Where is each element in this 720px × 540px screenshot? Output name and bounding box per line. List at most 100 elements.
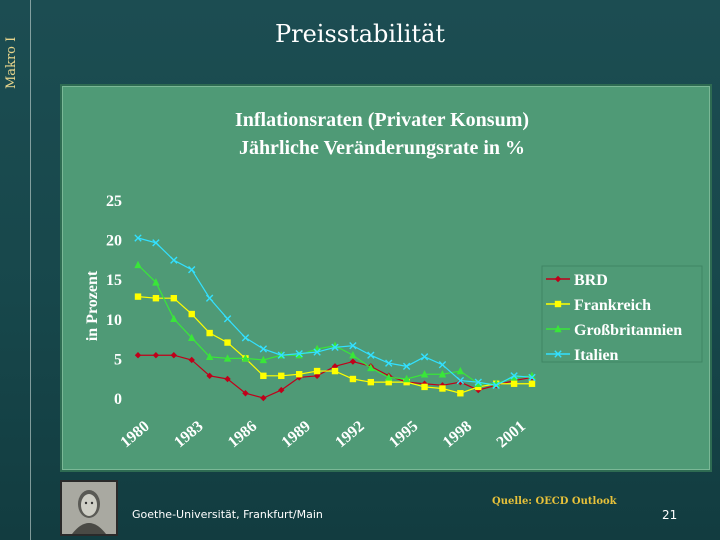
data-point xyxy=(205,294,214,302)
data-point xyxy=(492,381,500,390)
data-point xyxy=(457,390,464,397)
data-point xyxy=(223,315,232,323)
data-point xyxy=(510,372,518,380)
series-italien xyxy=(134,234,536,390)
data-point xyxy=(367,363,375,372)
side-rule xyxy=(30,0,31,540)
legend-item: Frankreich xyxy=(546,297,651,314)
data-point xyxy=(152,352,160,359)
legend-label: Großbritannien xyxy=(574,322,682,339)
x-tick-label: 1995 xyxy=(386,418,421,452)
data-point xyxy=(188,333,196,342)
data-point xyxy=(421,383,428,391)
data-point xyxy=(295,351,303,359)
data-point xyxy=(554,350,562,358)
data-point xyxy=(241,334,250,342)
y-tick-label: 10 xyxy=(106,312,122,329)
data-point xyxy=(170,256,178,264)
data-point xyxy=(188,266,196,274)
y-tick-label: 20 xyxy=(106,233,122,250)
data-point xyxy=(134,293,142,300)
footer-university: Goethe-Universität, Frankfurt/Main xyxy=(132,508,323,521)
data-point xyxy=(385,359,393,367)
source-note: Quelle: OECD Outlook xyxy=(492,496,617,507)
legend-box xyxy=(541,265,703,363)
slide-title: Preisstabilität xyxy=(274,20,446,48)
data-point xyxy=(224,375,231,383)
data-point xyxy=(152,278,160,286)
data-point xyxy=(152,295,160,302)
data-point xyxy=(349,342,357,350)
data-point xyxy=(474,379,482,387)
data-point xyxy=(528,373,536,382)
legend-label: BRD xyxy=(574,272,608,289)
data-point xyxy=(241,354,250,362)
data-point xyxy=(385,373,393,381)
data-point xyxy=(224,339,231,346)
data-point xyxy=(242,390,249,397)
chart-subtitle: Jährliche Veränderungsrate in % xyxy=(239,137,525,159)
series-brd xyxy=(134,352,536,402)
x-tick-label: 1992 xyxy=(332,418,367,452)
data-point xyxy=(205,352,214,361)
series-frankreich xyxy=(134,293,536,397)
chart-title: Inflationsraten (Privater Konsum) xyxy=(235,109,529,131)
data-point xyxy=(438,361,447,369)
series-line xyxy=(138,354,533,399)
data-point xyxy=(349,375,357,383)
data-point xyxy=(206,329,213,337)
y-axis-label: in Prozent xyxy=(84,270,101,341)
data-point xyxy=(420,370,429,378)
data-point xyxy=(188,356,195,364)
legend: BRD Frankreich Großbritannien Italien xyxy=(541,265,703,364)
x-tick-label: 1980 xyxy=(117,418,152,452)
data-point xyxy=(331,367,339,375)
data-point xyxy=(331,343,339,352)
data-point xyxy=(367,378,375,386)
data-point xyxy=(554,300,562,308)
y-tick-label: 15 xyxy=(106,272,122,289)
x-tick-label: 2001 xyxy=(493,418,528,452)
legend-label: Frankreich xyxy=(574,297,651,314)
data-point xyxy=(554,275,562,283)
data-point xyxy=(260,372,267,380)
y-tick-label: 25 xyxy=(106,193,122,210)
data-point xyxy=(278,386,285,394)
data-point xyxy=(152,239,160,247)
x-tick-label: 1986 xyxy=(225,418,260,452)
data-point xyxy=(456,366,465,375)
x-tick-label: 1989 xyxy=(279,418,314,452)
data-point xyxy=(170,295,178,302)
data-point xyxy=(170,314,178,322)
goethe-portrait-icon xyxy=(62,482,116,534)
data-point xyxy=(367,351,375,359)
data-point xyxy=(510,373,518,381)
x-tick-label: 1983 xyxy=(171,418,206,452)
data-point xyxy=(134,260,142,269)
data-point xyxy=(313,367,321,375)
y-tick-label: 0 xyxy=(114,391,122,408)
data-point xyxy=(295,349,303,358)
data-point xyxy=(456,376,465,385)
data-point xyxy=(474,378,482,386)
data-point xyxy=(402,374,411,383)
inflation-chart: Inflationsraten (Privater Konsum) Jährli… xyxy=(84,109,703,451)
data-point xyxy=(554,324,562,333)
y-tick-label: 5 xyxy=(114,351,122,368)
data-point xyxy=(420,353,429,361)
data-point xyxy=(259,345,268,353)
page-number: 21 xyxy=(662,508,678,522)
data-point xyxy=(259,355,268,364)
data-point xyxy=(295,371,303,378)
plot-area: 0 5 10 15 20 25 1980 1983 1986 1989 1992 1995 1998 20… xyxy=(106,193,536,451)
data-point xyxy=(170,352,178,359)
data-point xyxy=(439,385,446,392)
data-point xyxy=(188,310,195,318)
data-point xyxy=(223,354,232,362)
data-point xyxy=(349,358,357,365)
data-point xyxy=(278,372,285,380)
data-point xyxy=(260,394,267,402)
series-großbritannien xyxy=(134,260,536,387)
legend-item: Italien xyxy=(546,347,619,364)
data-point xyxy=(385,378,392,386)
